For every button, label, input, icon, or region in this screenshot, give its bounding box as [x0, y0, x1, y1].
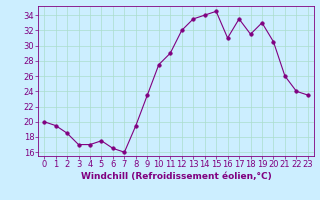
X-axis label: Windchill (Refroidissement éolien,°C): Windchill (Refroidissement éolien,°C)	[81, 172, 271, 181]
